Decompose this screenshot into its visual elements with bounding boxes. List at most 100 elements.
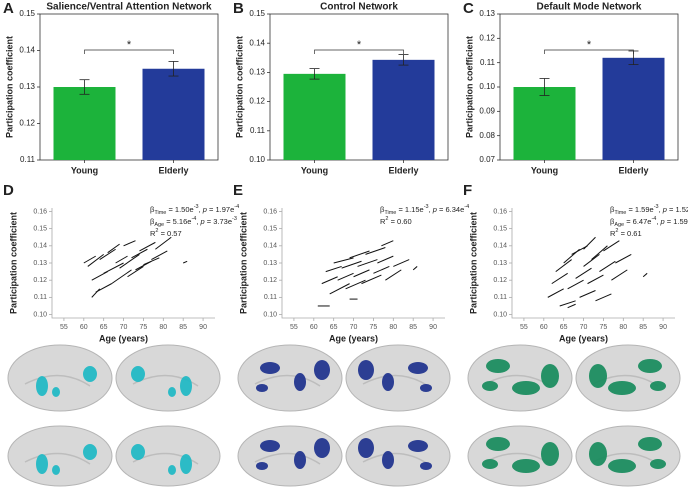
stat-run: = 5.16e bbox=[164, 217, 191, 226]
subject-trajectory bbox=[321, 276, 338, 285]
brain-sulcus bbox=[362, 452, 429, 465]
network-region bbox=[420, 384, 432, 392]
stat-run: = 0.60 bbox=[388, 217, 411, 226]
stat-run: , bbox=[429, 205, 433, 214]
network-region bbox=[358, 438, 374, 458]
subject-trajectory bbox=[87, 254, 104, 267]
stat-run: -3 bbox=[194, 204, 199, 210]
network-region bbox=[314, 438, 330, 458]
network-region bbox=[541, 442, 559, 466]
chart-title: Default Mode Network bbox=[536, 2, 641, 13]
significance-label: * bbox=[587, 39, 592, 51]
x-tick-label: 85 bbox=[639, 324, 647, 331]
subject-trajectory bbox=[603, 240, 620, 252]
significance-bracket bbox=[84, 49, 174, 54]
subject-trajectory bbox=[591, 245, 608, 260]
subject-trajectory bbox=[349, 250, 370, 259]
y-tick-label: 0.14 bbox=[249, 38, 265, 47]
x-tick-label: 55 bbox=[520, 324, 528, 331]
x-tick-label: 70 bbox=[120, 324, 128, 331]
subject-trajectory bbox=[341, 260, 362, 269]
subject-trajectory bbox=[642, 272, 648, 278]
bar bbox=[283, 73, 346, 160]
network-region bbox=[52, 465, 60, 475]
subject-trajectory bbox=[143, 257, 160, 266]
x-tick-label: Young bbox=[531, 165, 558, 175]
subject-trajectory bbox=[587, 274, 604, 285]
y-tick-label: 0.09 bbox=[479, 106, 495, 115]
subject-trajectory bbox=[99, 248, 116, 260]
subject-trajectory bbox=[393, 259, 410, 267]
y-tick-label: 0.12 bbox=[479, 33, 495, 42]
subject-trajectory bbox=[385, 269, 402, 281]
stat-annotation: R2 = 0.61 bbox=[610, 228, 642, 238]
network-region bbox=[482, 459, 498, 469]
brain-surface bbox=[115, 344, 221, 412]
stat-run: = 1.52e bbox=[667, 205, 688, 214]
network-region bbox=[180, 454, 192, 474]
x-tick-label: 80 bbox=[159, 324, 167, 331]
axes bbox=[281, 208, 445, 319]
bar bbox=[372, 59, 435, 160]
network-region bbox=[420, 462, 432, 470]
subject-trajectory bbox=[551, 272, 568, 285]
y-tick-label: 0.13 bbox=[263, 260, 277, 267]
stat-run: R bbox=[150, 229, 156, 238]
stat-annotation: βTime = 1.50e-3, p = 1.97e-4 bbox=[150, 204, 239, 216]
significance-label: * bbox=[357, 39, 362, 51]
stat-run: p bbox=[660, 217, 665, 226]
x-axis-label: Age (years) bbox=[559, 333, 608, 343]
y-tick-label: 0.10 bbox=[493, 311, 507, 318]
network-region bbox=[512, 381, 540, 395]
brain-surface bbox=[345, 344, 451, 412]
network-region bbox=[608, 381, 636, 395]
stat-run: -3 bbox=[232, 216, 237, 222]
x-tick-label: 80 bbox=[619, 324, 627, 331]
stat-annotation: R2 = 0.57 bbox=[150, 228, 182, 238]
stat-annotation: R2 = 0.60 bbox=[380, 216, 412, 226]
significance-bracket bbox=[544, 49, 634, 54]
stat-run: p bbox=[662, 205, 667, 214]
subject-trajectory bbox=[555, 259, 572, 272]
network-region bbox=[260, 362, 280, 374]
subject-trajectory bbox=[155, 236, 172, 250]
y-tick-label: 0.14 bbox=[493, 243, 507, 250]
panel-letter: A bbox=[3, 0, 14, 17]
y-axis-label: Participation coefficient bbox=[8, 212, 18, 314]
y-tick-label: 0.07 bbox=[479, 155, 495, 164]
stat-run: β bbox=[380, 205, 385, 214]
stat-run: β bbox=[150, 217, 155, 226]
network-region bbox=[83, 366, 97, 382]
x-tick-label: 65 bbox=[100, 324, 108, 331]
x-tick-label: Elderly bbox=[618, 165, 648, 175]
network-region bbox=[486, 437, 510, 451]
brain-surface bbox=[237, 344, 343, 412]
y-tick-label: 0.12 bbox=[33, 277, 47, 284]
x-tick-label: Elderly bbox=[388, 165, 418, 175]
network-region bbox=[256, 384, 268, 392]
subject-trajectory bbox=[412, 266, 418, 271]
significance-label: * bbox=[127, 39, 132, 51]
network-region bbox=[36, 376, 48, 396]
stat-annotation: βAge = 5.16e-4, p = 3.73e-3 bbox=[150, 216, 237, 228]
subject-trajectory bbox=[345, 279, 366, 290]
subject-trajectory bbox=[333, 257, 354, 264]
y-axis-label: Participation coefficient bbox=[234, 36, 244, 138]
stat-run: R bbox=[380, 217, 386, 226]
network-region bbox=[260, 440, 280, 452]
y-tick-label: 0.13 bbox=[249, 68, 265, 77]
stat-run: Time bbox=[154, 210, 166, 216]
stat-run: p bbox=[200, 217, 205, 226]
plot-frame bbox=[269, 13, 449, 161]
network-region bbox=[131, 366, 145, 382]
y-tick-label: 0.12 bbox=[249, 97, 265, 106]
x-tick-label: 55 bbox=[290, 324, 298, 331]
x-tick-label: 60 bbox=[80, 324, 88, 331]
network-region bbox=[382, 451, 394, 469]
stat-run: 2 bbox=[385, 216, 388, 222]
network-region bbox=[382, 373, 394, 391]
network-region bbox=[83, 444, 97, 460]
y-tick-label: 0.15 bbox=[33, 225, 47, 232]
stat-run: = 3.73e bbox=[205, 217, 232, 226]
subject-trajectory bbox=[115, 255, 128, 264]
